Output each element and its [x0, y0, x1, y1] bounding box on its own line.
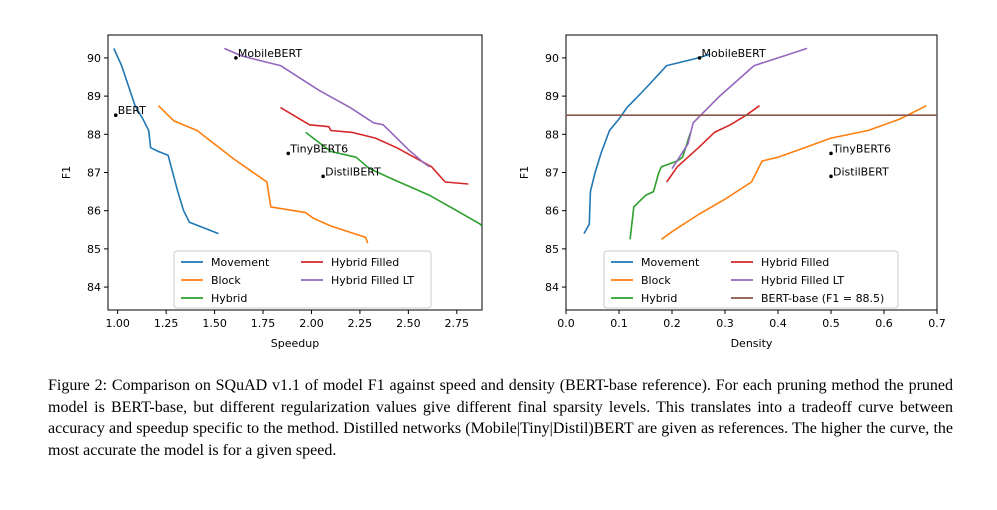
y-tick-label: 90: [545, 52, 559, 65]
x-tick-label: 2.00: [299, 317, 324, 330]
series-hybrid-line: [629, 132, 692, 240]
y-tick-label: 89: [87, 90, 101, 103]
reference-label: TinyBERT6: [832, 142, 891, 155]
legend-label: Hybrid Filled LT: [761, 274, 844, 287]
legend-label: Hybrid Filled: [331, 256, 399, 269]
x-tick-label: 0.3: [716, 317, 734, 330]
reference-label: BERT: [118, 104, 146, 117]
y-tick-label: 90: [87, 52, 101, 65]
y-axis-label: F1: [518, 166, 531, 179]
series-hybrid-filled-line: [666, 105, 760, 183]
reference-point: [234, 56, 238, 60]
series-hybrid-filled-lt-line: [223, 47, 431, 168]
legend-label: Movement: [211, 256, 270, 269]
reference-point: [697, 56, 702, 60]
series-group: [113, 47, 482, 244]
legend-label: BERT-base (F1 = 88.5): [761, 292, 884, 305]
x-axis-label: Density: [731, 337, 773, 350]
density-chart: 0.0 0.1 0.2 0.3 0.4 0.5 0.6 0.7 84 85 86 87 88 89 90 De…: [518, 34, 946, 350]
x-tick-label: 0.1: [610, 317, 628, 330]
x-tick-label: 0.2: [663, 317, 681, 330]
x-tick-label: 2.75: [445, 317, 470, 330]
reference-label: MobileBERT: [238, 47, 302, 60]
series-block-line: [157, 105, 369, 244]
series-movement-line: [583, 53, 711, 234]
y-tick-label: 88: [545, 128, 559, 141]
y-tick-label: 88: [87, 128, 101, 141]
reference-point: [829, 151, 833, 156]
x-tick-label: 0.4: [769, 317, 787, 330]
x-axis-label: Speedup: [271, 337, 319, 350]
reference-point: [829, 174, 833, 179]
y-tick-label: 84: [545, 281, 559, 294]
series-hybrid-filled-lt-line: [671, 47, 808, 170]
figure-caption: Figure 2: Comparison on SQuAD v1.1 of mo…: [48, 377, 953, 459]
figure-canvas: 1.00 1.25 1.50 1.75 2.00 2.25 2.50 2.75 84 85 86 87…: [60, 34, 946, 350]
reference-point: [113, 113, 118, 118]
y-tick-label: 87: [87, 167, 101, 180]
speedup-chart: 1.00 1.25 1.50 1.75 2.00 2.25 2.50 2.75 84 85 86 87…: [60, 34, 483, 350]
x-tick-label: 2.25: [348, 317, 373, 330]
x-tick-label: 1.00: [105, 317, 130, 330]
series-hybrid-filled-line: [280, 106, 469, 185]
legend-label: Hybrid Filled LT: [331, 274, 414, 287]
x-tick-label: 1.75: [251, 317, 276, 330]
x-tick-label: 2.50: [396, 317, 421, 330]
x-tick-label: 1.50: [202, 317, 227, 330]
series-movement-line: [113, 48, 219, 235]
y-tick-label: 85: [545, 243, 559, 256]
y-tick-label: 86: [87, 205, 101, 218]
y-tick-label: 85: [87, 243, 101, 256]
legend-label: Block: [641, 274, 671, 287]
reference-point: [286, 151, 291, 156]
y-tick-label: 86: [545, 205, 559, 218]
legend-label: Block: [211, 274, 241, 287]
series-hybrid-line: [305, 131, 482, 227]
x-tick-label: 1.25: [154, 317, 179, 330]
reference-point: [321, 174, 325, 179]
reference-label: TinyBERT6: [289, 142, 348, 155]
legend-label: Hybrid: [211, 292, 247, 305]
x-tick-label: 0.5: [822, 317, 840, 330]
reference-label: DistilBERT: [325, 165, 381, 178]
x-tick-label: 0.7: [928, 317, 946, 330]
y-axis-label: F1: [60, 166, 73, 179]
reference-label: DistilBERT: [833, 165, 889, 178]
series-block-line: [660, 104, 927, 240]
legend-label: Hybrid Filled: [761, 256, 829, 269]
x-tick-label: 0.6: [875, 317, 893, 330]
y-tick-label: 84: [87, 281, 101, 294]
legend-label: Hybrid: [641, 292, 677, 305]
series-group: [566, 47, 937, 240]
reference-label: MobileBERT: [702, 47, 766, 60]
x-tick-label: 0.0: [557, 317, 575, 330]
y-tick-label: 87: [545, 167, 559, 180]
y-tick-label: 89: [545, 90, 559, 103]
legend-label: Movement: [641, 256, 700, 269]
